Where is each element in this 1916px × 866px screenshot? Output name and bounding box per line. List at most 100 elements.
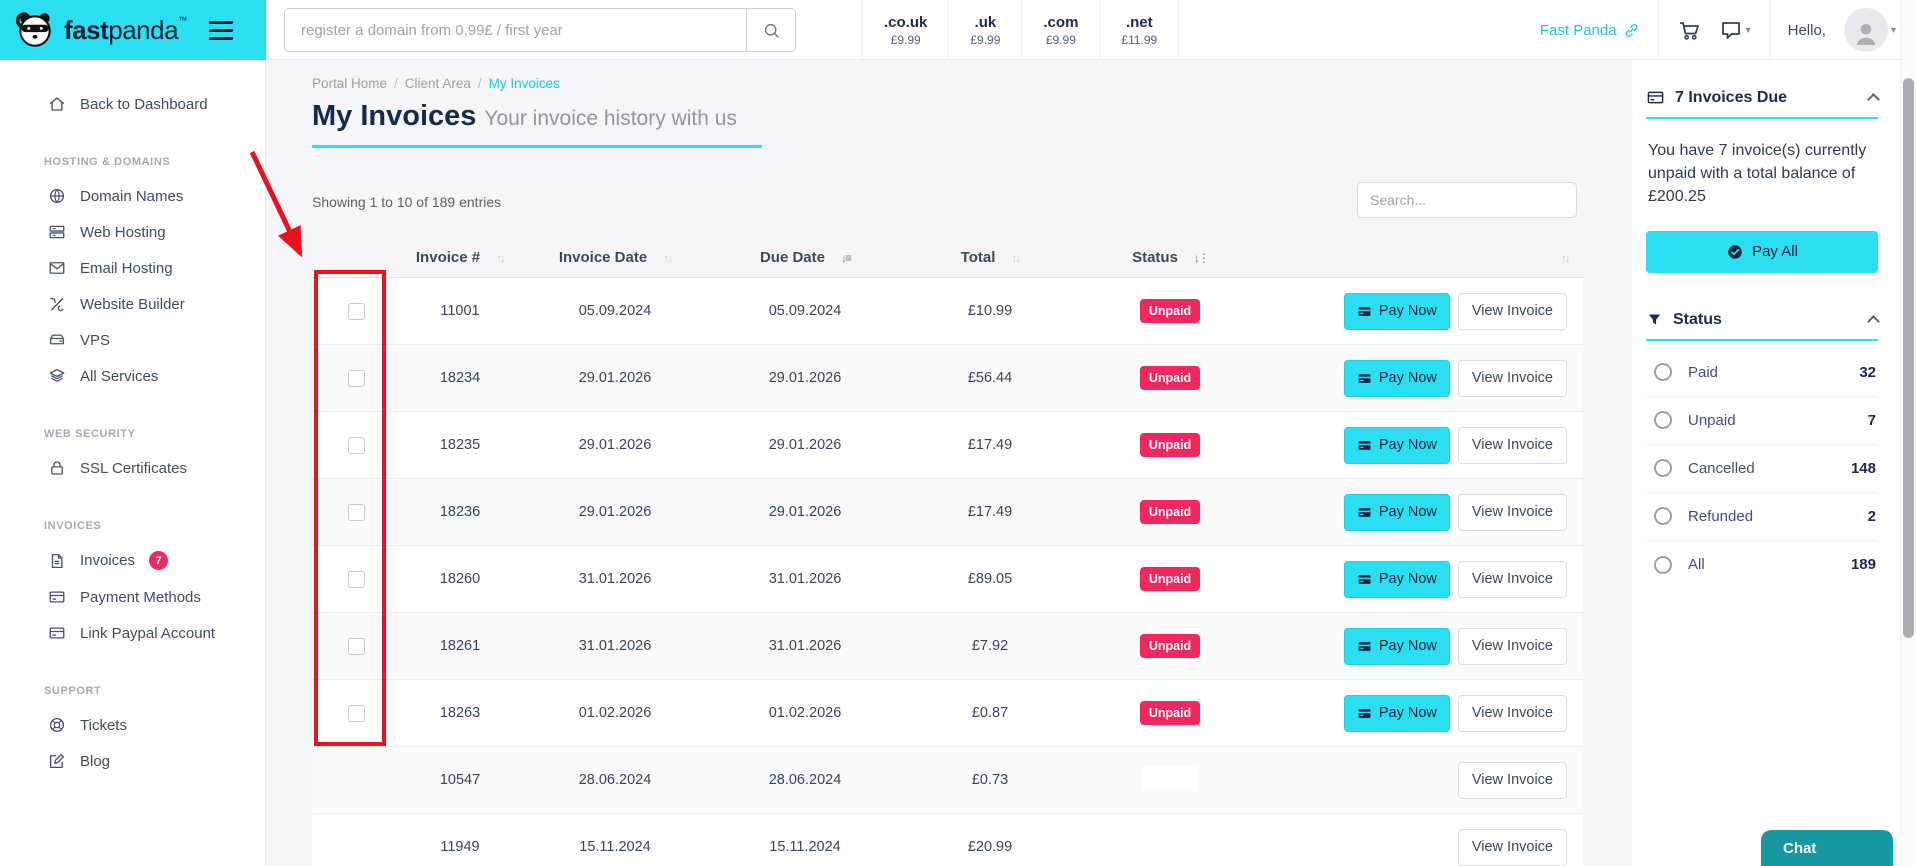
pay-now-button[interactable]: Pay Now xyxy=(1343,292,1450,330)
row-checkbox[interactable] xyxy=(347,570,365,588)
row-checkbox[interactable] xyxy=(347,503,365,521)
sidebar-item-domain-names[interactable]: Domain Names xyxy=(0,178,265,214)
pay-now-button[interactable]: Pay Now xyxy=(1343,560,1450,598)
cell-total: £17.49 xyxy=(967,504,1013,520)
radio-button[interactable] xyxy=(1654,411,1672,430)
option-label: Paid xyxy=(1688,363,1719,381)
pay-all-button[interactable]: Pay All xyxy=(1646,230,1878,273)
tld-name: .co.uk xyxy=(884,13,928,31)
view-invoice-button[interactable]: View Invoice xyxy=(1457,694,1567,732)
sidebar-item-email-hosting[interactable]: Email Hosting xyxy=(0,250,265,286)
tools-icon xyxy=(48,295,66,313)
column-header-actions[interactable]: ↑↓ xyxy=(1260,251,1583,265)
column-header-status[interactable]: Status ↓⋮ xyxy=(1132,249,1210,266)
status-option-refunded: Refunded 2 xyxy=(1646,493,1878,541)
sort-icon-active[interactable]: ↓≡ xyxy=(841,250,852,265)
sidebar-item-website-builder[interactable]: Website Builder xyxy=(0,286,265,322)
brand-logo[interactable]: fastpanda™ xyxy=(0,0,266,60)
account-menu[interactable]: ▾ xyxy=(1843,8,1896,52)
section-title: HOSTING & DOMAINS xyxy=(44,156,171,168)
view-invoice-button[interactable]: View Invoice xyxy=(1457,761,1567,799)
top-right-cluster: Fast Panda ▾ Hello, ▾ xyxy=(1540,0,1896,60)
breadcrumb-client-area[interactable]: Client Area xyxy=(404,76,471,91)
radio-button[interactable] xyxy=(1654,459,1672,478)
view-invoice-button[interactable]: View Invoice xyxy=(1457,627,1567,665)
pay-now-button[interactable]: Pay Now xyxy=(1343,627,1450,665)
support-chat-menu[interactable]: ▾ xyxy=(1719,18,1751,42)
row-checkbox[interactable] xyxy=(347,436,365,454)
table-header-row: Invoice # ↑↓ Invoice Date ↑↓ Due Date ↓≡ To… xyxy=(312,238,1583,278)
radio-button[interactable] xyxy=(1654,507,1672,526)
tld-couk[interactable]: .co.uk £9.99 xyxy=(862,0,950,60)
sidebar-item-back-to-dashboard[interactable]: Back to Dashboard xyxy=(0,86,265,122)
sidebar-section-invoices: INVOICES Invoices 7 Payment Methods Link … xyxy=(0,512,265,651)
cell-total: £89.05 xyxy=(967,571,1013,587)
view-invoice-button[interactable]: View Invoice xyxy=(1457,426,1567,464)
cell-due-date: 01.02.2026 xyxy=(768,705,842,721)
domain-search-input[interactable] xyxy=(284,8,746,52)
cell-due-date: 29.01.2026 xyxy=(768,504,842,520)
column-header-total[interactable]: Total ↑↓ xyxy=(960,249,1022,266)
column-header-due-date[interactable]: Due Date ↓≡ xyxy=(759,249,852,266)
row-checkbox[interactable] xyxy=(347,369,365,387)
cart-button[interactable] xyxy=(1677,18,1701,42)
breadcrumb-portal-home[interactable]: Portal Home xyxy=(312,76,388,91)
table-search-input[interactable] xyxy=(1357,182,1577,218)
collapse-chevron-icon[interactable] xyxy=(1867,93,1880,106)
view-invoice-button[interactable]: View Invoice xyxy=(1457,359,1567,397)
cell-due-date: 31.01.2026 xyxy=(768,571,842,587)
filter-funnel-icon xyxy=(1646,311,1663,328)
row-checkbox[interactable] xyxy=(347,302,365,320)
sort-icon[interactable]: ↑↓ xyxy=(1561,250,1571,265)
divider xyxy=(1768,0,1770,60)
cell-invoice-date: 05.09.2024 xyxy=(578,303,652,319)
view-invoice-button[interactable]: View Invoice xyxy=(1457,560,1567,598)
sort-icon[interactable]: ↑↓ xyxy=(1011,250,1021,265)
scrollbar-thumb[interactable] xyxy=(1903,78,1914,638)
cell-invoice-date: 29.01.2026 xyxy=(578,437,652,453)
avatar[interactable] xyxy=(1843,8,1888,52)
row-checkbox[interactable] xyxy=(347,704,365,722)
top-bar: fastpanda™ .co.uk £9.99 .uk £9.99 .com £… xyxy=(0,0,1916,60)
tld-com[interactable]: .com £9.99 xyxy=(1022,0,1101,60)
sidebar-item-web-hosting[interactable]: Web Hosting xyxy=(0,214,265,250)
sidebar-item-all-services[interactable]: All Services xyxy=(0,358,265,394)
collapse-chevron-icon[interactable] xyxy=(1867,315,1880,328)
sidebar-item-invoices[interactable]: Invoices 7 xyxy=(0,542,265,579)
sidebar-item-vps[interactable]: VPS xyxy=(0,322,265,358)
tld-uk[interactable]: .uk £9.99 xyxy=(949,0,1023,60)
radio-button[interactable] xyxy=(1654,363,1672,382)
pay-now-button[interactable]: Pay Now xyxy=(1343,426,1450,464)
sidebar-item-blog[interactable]: Blog xyxy=(0,743,265,779)
sort-icon[interactable]: ↑↓ xyxy=(496,250,506,265)
invoices-due-title: 7 Invoices Due xyxy=(1675,88,1788,106)
panda-logo-icon xyxy=(14,9,56,51)
tld-price-list: .co.uk £9.99 .uk £9.99 .com £9.99 .net £… xyxy=(862,0,1180,60)
view-invoice-button[interactable]: View Invoice xyxy=(1457,828,1567,866)
sidebar-item-payment-methods[interactable]: Payment Methods xyxy=(0,579,265,615)
caret-down-icon: ▾ xyxy=(1745,24,1751,36)
chat-widget-button[interactable]: Chat xyxy=(1761,830,1893,866)
sort-icon-active[interactable]: ↓⋮ xyxy=(1193,250,1210,265)
sidebar-item-ssl-certificates[interactable]: SSL Certificates xyxy=(0,450,265,486)
status-badge-paid xyxy=(1141,765,1199,791)
radio-button[interactable] xyxy=(1654,555,1672,574)
pay-now-button[interactable]: Pay Now xyxy=(1343,694,1450,732)
view-invoice-button[interactable]: View Invoice xyxy=(1457,493,1567,531)
hamburger-menu-icon[interactable] xyxy=(208,20,233,40)
credit-card-icon xyxy=(1357,505,1372,520)
column-header-invoice-date[interactable]: Invoice Date ↑↓ xyxy=(558,249,673,266)
sidebar-item-label: Web Hosting xyxy=(80,223,166,241)
sidebar-item-label: Invoices xyxy=(80,552,136,569)
column-header-invoice-number[interactable]: Invoice # ↑↓ xyxy=(415,249,506,266)
row-checkbox[interactable] xyxy=(347,637,365,655)
sort-icon[interactable]: ↑↓ xyxy=(663,250,673,265)
view-invoice-button[interactable]: View Invoice xyxy=(1457,292,1567,330)
sidebar-item-tickets[interactable]: Tickets xyxy=(0,707,265,743)
site-link[interactable]: Fast Panda xyxy=(1540,22,1640,39)
domain-search-button[interactable] xyxy=(746,8,796,52)
sidebar-item-link-paypal[interactable]: Link Paypal Account xyxy=(0,615,265,651)
pay-now-button[interactable]: Pay Now xyxy=(1343,493,1450,531)
tld-net[interactable]: .net £11.99 xyxy=(1100,0,1180,60)
pay-now-button[interactable]: Pay Now xyxy=(1343,359,1450,397)
